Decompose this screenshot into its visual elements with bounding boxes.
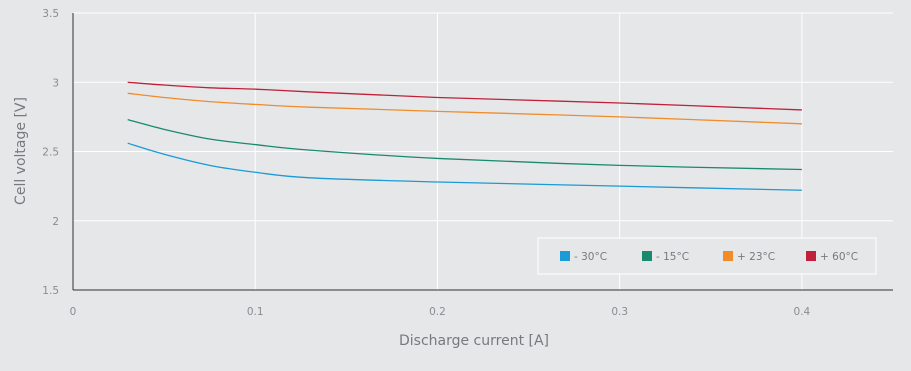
legend-label: + 23°C bbox=[737, 251, 775, 263]
series-line-0 bbox=[127, 142, 802, 191]
legend-swatch bbox=[642, 251, 652, 261]
grid bbox=[73, 12, 893, 290]
x-axis-title: Discharge current [A] bbox=[399, 333, 549, 349]
legend-label: - 15°C bbox=[656, 251, 689, 263]
y-tick-label: 2 bbox=[52, 216, 59, 228]
x-tick-label: 0.2 bbox=[429, 306, 446, 318]
y-tick-label: 1.5 bbox=[42, 285, 59, 297]
series-line-3 bbox=[127, 81, 802, 111]
x-tick-label: 0.4 bbox=[794, 306, 811, 318]
series-line-1 bbox=[127, 119, 802, 171]
legend-swatch bbox=[560, 251, 570, 261]
y-tick-label: 2.5 bbox=[42, 147, 59, 159]
y-axis-title: Cell voltage [V] bbox=[13, 97, 29, 205]
tick-labels: 1.5 2 2.5 3 3.5 0 0.1 0.2 0.3 0.4 bbox=[42, 8, 810, 318]
series-lines bbox=[127, 81, 802, 191]
legend: - 30°C - 15°C + 23°C + 60°C bbox=[537, 237, 877, 275]
legend-label: - 30°C bbox=[574, 251, 607, 263]
x-tick-label: 0.1 bbox=[247, 306, 264, 318]
x-tick-label: 0.3 bbox=[611, 306, 628, 318]
legend-box bbox=[537, 237, 877, 275]
y-tick-label: 3.5 bbox=[42, 8, 59, 20]
legend-label: + 60°C bbox=[820, 251, 858, 263]
series-line-2 bbox=[127, 92, 802, 125]
x-tick-label: 0 bbox=[70, 306, 77, 318]
legend-swatch bbox=[806, 251, 816, 261]
y-tick-label: 3 bbox=[52, 77, 59, 89]
axes bbox=[72, 13, 893, 291]
legend-swatch bbox=[723, 251, 733, 261]
